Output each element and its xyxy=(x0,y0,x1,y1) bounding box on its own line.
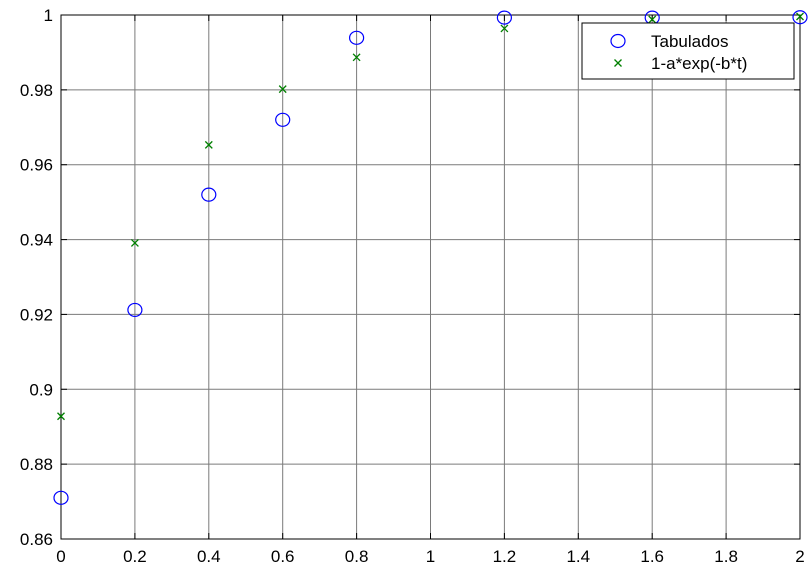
x-tick-label: 1.6 xyxy=(640,547,664,566)
legend-item-2: 1-a*exp(-b*t) xyxy=(614,54,747,73)
x-axis-tick-labels: 0 0.2 0.4 0.6 0.8 1 1.2 1.4 1.6 1.8 2 xyxy=(56,547,804,566)
series-1 xyxy=(53,10,808,505)
y-tick-label: 1 xyxy=(44,6,53,25)
x-point xyxy=(278,85,287,94)
circle-point xyxy=(792,10,808,25)
y-tick-label: 0.94 xyxy=(20,231,53,250)
legend-marker xyxy=(614,59,622,67)
x-tick-label: 0.4 xyxy=(197,547,221,566)
axis-ticks xyxy=(60,14,801,540)
x-point xyxy=(204,140,213,149)
y-tick-label: 0.96 xyxy=(20,156,53,175)
y-tick-label: 0.92 xyxy=(20,305,53,324)
legend-label: Tabulados xyxy=(651,32,729,51)
x-tick-label: 1.8 xyxy=(714,547,738,566)
x-tick-label: 2 xyxy=(795,547,804,566)
x-point xyxy=(500,24,509,33)
x-point xyxy=(648,15,657,24)
circle-point xyxy=(275,112,291,127)
y-tick-label: 0.88 xyxy=(20,455,53,474)
x-tick-label: 1.2 xyxy=(493,547,517,566)
legend-label: 1-a*exp(-b*t) xyxy=(651,54,747,73)
circle-point xyxy=(496,10,512,25)
x-tick-label: 1 xyxy=(426,547,435,566)
circle-point xyxy=(127,302,143,318)
circle-point xyxy=(349,30,365,45)
x-point xyxy=(796,12,804,21)
legend-item-1: Tabulados xyxy=(610,32,729,51)
x-point xyxy=(352,53,361,62)
legend: Tabulados 1-a*exp(-b*t) xyxy=(581,22,795,80)
x-tick-label: 0.6 xyxy=(271,547,295,566)
y-tick-label: 0.98 xyxy=(20,81,53,100)
grid xyxy=(61,15,800,539)
x-point xyxy=(57,412,65,421)
series-2 xyxy=(57,12,804,421)
legend-marker xyxy=(610,33,626,49)
circle-point xyxy=(53,490,69,505)
y-tick-label: 0.9 xyxy=(29,380,53,399)
legend-box xyxy=(581,22,795,80)
circle-point xyxy=(201,187,217,202)
y-tick-label: 0.86 xyxy=(20,530,53,549)
data-series xyxy=(53,10,808,505)
x-tick-label: 0.8 xyxy=(345,547,369,566)
x-point xyxy=(130,238,139,247)
x-tick-label: 1.4 xyxy=(566,547,590,566)
y-axis-tick-labels: 0.86 0.88 0.9 0.92 0.94 0.96 0.98 1 xyxy=(20,6,53,549)
x-tick-label: 0.2 xyxy=(123,547,147,566)
x-tick-label: 0 xyxy=(56,547,65,566)
